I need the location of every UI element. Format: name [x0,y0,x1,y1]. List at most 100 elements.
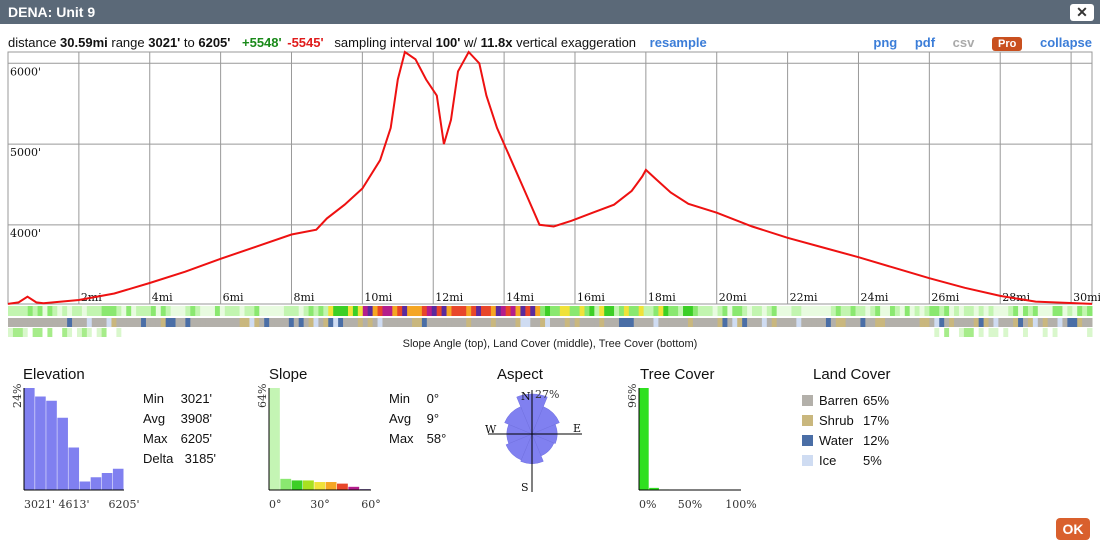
tree-cover-band-cell [830,328,837,337]
slope-band-cell [62,306,68,316]
slope-band-cell [939,306,945,316]
land-cover-band-cell [234,318,241,327]
slope-band-cell [318,306,324,316]
slope-band-cell [244,306,250,316]
collapse-link[interactable]: collapse [1039,35,1092,50]
tree-cover-band-cell [658,328,664,337]
tree-cover-band-cell [505,328,512,337]
slope-band-cell [466,306,472,316]
slope-band-cell [308,306,314,316]
slope-band-cell [614,306,620,316]
close-button[interactable]: ✕ [1070,4,1094,21]
land-cover-band-cell [776,318,783,327]
elevation-histogram: 24% 3021' 4613' 6205' [11,384,140,511]
land-cover-band-cell [357,318,364,327]
slope-band-cell [293,306,300,316]
slope-band-cell [880,306,886,316]
tree-cover-band-cell [633,328,640,337]
slope-band-cell [8,306,14,316]
png-link[interactable]: png [873,35,898,50]
land-cover-band-cell [939,318,945,327]
tree-cover-band-cell [1052,328,1059,337]
slope-band-cell [875,306,881,316]
land-cover-band-cell [279,318,285,327]
ok-button[interactable]: OK [1056,518,1090,540]
tree-cover-band-cell [1077,328,1083,337]
slope-band-cell [855,306,861,316]
slope-band-cell [648,306,654,316]
land-cover-band-cell [86,318,93,327]
slope-band-cell [840,306,847,316]
land-cover-band-cell [973,318,980,327]
land-cover-band-cell [451,318,457,327]
tree-cover-band-cell [52,328,58,337]
land-cover-band-cell [958,318,965,327]
land-cover-band-cell [264,318,270,327]
land-cover-band-cell [160,318,167,327]
land-cover-band-cell [875,318,881,327]
land-cover-band-cell [377,318,383,327]
land-cover-band-cell [579,318,585,327]
land-cover-band-cell [702,318,709,327]
tree-cover-band-cell [101,328,108,337]
elevation-max-pct: 24% [11,384,24,408]
land-cover-band-cell [155,318,162,327]
elevation-profile-chart[interactable]: 2mi 4mi 6mi 8mi 10mi 12mi 14mi 16mi 18mi 20mi 22mi… [0,48,1100,338]
land-cover-band-cell [219,318,226,327]
tree-cover-band-cell [850,328,856,337]
tree-cover-band-cell [968,328,975,337]
tree-cover-band-cell [993,328,999,337]
range-to: to [183,35,195,50]
slope-band-cell [934,306,940,316]
with-label: w/ [464,35,477,50]
slope-band-cell [574,306,581,316]
slope-band-cell [983,306,990,316]
slope-band-cell [116,306,122,316]
land-cover-band-cell [584,318,590,327]
land-cover-band-cell [249,318,255,327]
slope-band-cell [929,306,935,316]
tree-cover-band-cell [835,328,842,337]
slope-band-cell [821,306,827,316]
land-cover-band [8,318,1093,327]
tree-cover-band-cell [318,328,324,337]
tree-cover-band-cell [254,328,260,337]
land-cover-band-cell [865,318,871,327]
stat-label: Min [143,391,164,406]
land-cover-band-cell [535,318,541,327]
tree-cover-band-cell [476,328,482,337]
profile-summary: distance 30.59mi range 3021' to 6205' +5… [8,35,707,53]
tree-cover-band-cell [924,328,930,337]
csv-link[interactable]: csv [952,35,975,50]
slope-band-cell [806,306,812,316]
tree-cover-band-cell [219,328,226,337]
land-cover-band-cell [180,318,186,327]
slope-band-cell [416,306,423,316]
slope-band-cell [747,306,753,316]
tree-cover-band-cell [106,328,112,337]
land-cover-band-cell [22,318,29,327]
tree-cover-band-cell [855,328,861,337]
slope-band-cell [136,306,142,316]
land-cover-band-cell [318,318,324,327]
pro-badge[interactable]: Pro [992,37,1023,51]
tree-cover-band-cell [412,328,418,337]
pdf-link[interactable]: pdf [914,35,936,50]
x-tick-label: 18mi [648,291,676,304]
slope-band-cell [796,306,802,316]
land-cover-band-cell [1067,318,1073,327]
slope-band-cell [885,306,891,316]
tree-cover-band-cell [609,328,615,337]
stat-label: Avg [143,411,166,426]
tree-cover-band-cell [471,328,477,337]
tree-cover-band-cell [328,328,334,337]
tree-cover-band-cell [894,328,901,337]
land-cover-band-cell [367,318,374,327]
slope-band-cell [402,306,408,316]
land-cover-band-cell [816,318,822,327]
slope-band-cell [919,306,925,316]
land-cover-band-cell [697,318,704,327]
resample-link[interactable]: resample [649,35,707,50]
land-cover-band-cell [274,318,280,327]
tree-cover-band-cell [963,328,970,337]
